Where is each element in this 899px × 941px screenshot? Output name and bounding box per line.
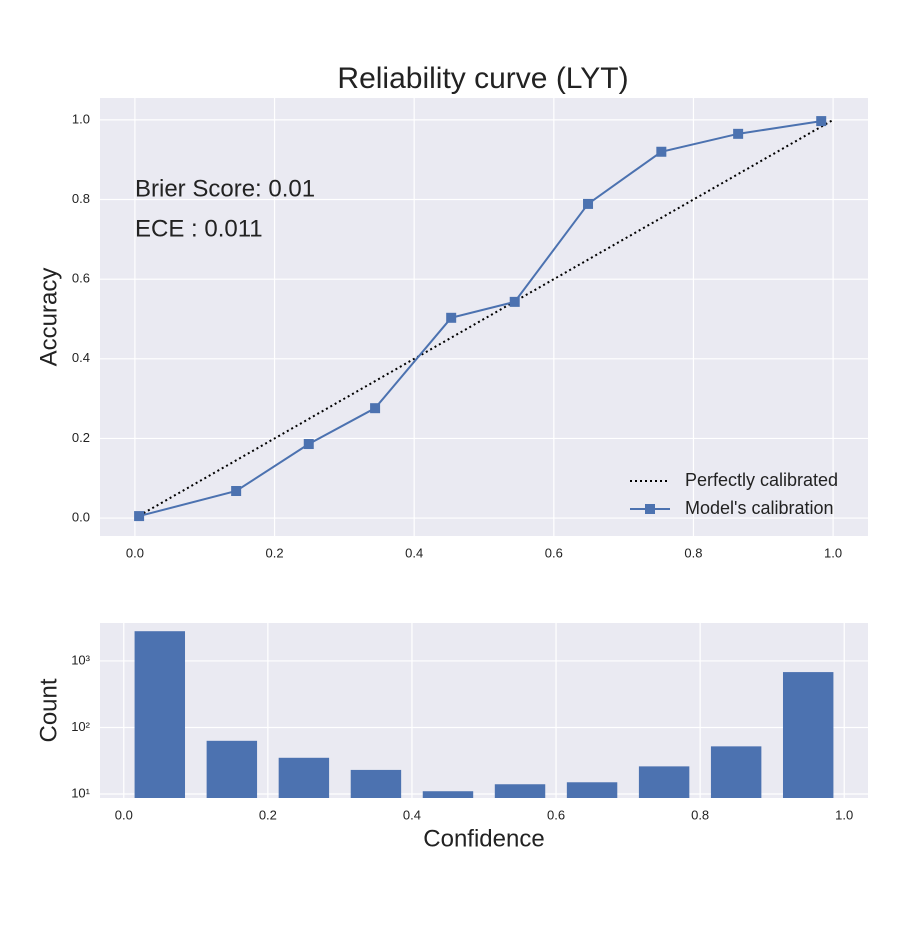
y-tick-label: 10¹ (71, 785, 90, 800)
y-tick-label: 0.4 (72, 350, 90, 365)
x-tick-label: 0.8 (684, 545, 702, 560)
marker (733, 128, 744, 139)
marker (509, 296, 520, 307)
x-axis-label: Confidence (423, 825, 544, 852)
marker (446, 312, 457, 323)
legend-label: Model's calibration (685, 498, 834, 518)
x-tick-label: 1.0 (824, 545, 842, 560)
y-tick-label: 1.0 (72, 111, 90, 126)
marker (303, 439, 314, 450)
y-axis-label: Count (35, 678, 62, 742)
bar (710, 746, 762, 798)
bar (134, 631, 186, 798)
y-tick-label: 10³ (71, 652, 90, 667)
legend-marker (645, 504, 655, 514)
bar (350, 769, 402, 798)
marker (370, 403, 381, 414)
x-tick-label: 1.0 (835, 807, 853, 822)
marker (231, 486, 242, 497)
y-tick-label: 0.6 (72, 271, 90, 286)
bar (494, 784, 546, 798)
plot-area (100, 98, 868, 536)
y-tick-label: 0.0 (72, 510, 90, 525)
marker (583, 198, 594, 209)
annotation: ECE : 0.011 (135, 215, 263, 242)
bar (206, 740, 258, 798)
marker (656, 146, 667, 157)
x-tick-label: 0.6 (545, 545, 563, 560)
x-tick-label: 0.2 (259, 807, 277, 822)
bar (638, 766, 690, 798)
bar (566, 782, 618, 798)
y-tick-label: 10² (71, 719, 90, 734)
x-tick-label: 0.6 (547, 807, 565, 822)
bar (782, 672, 834, 798)
series-line (138, 120, 822, 518)
x-tick-label: 0.0 (126, 545, 144, 560)
series-line (134, 119, 834, 519)
y-tick-label: 0.8 (72, 191, 90, 206)
x-tick-label: 0.0 (115, 807, 133, 822)
legend-label: Perfectly calibrated (685, 470, 838, 490)
x-tick-label: 0.4 (403, 807, 421, 822)
bar (422, 791, 474, 798)
chart-title: Reliability curve (LYT) (337, 62, 628, 95)
x-tick-label: 0.8 (691, 807, 709, 822)
x-tick-label: 0.2 (266, 545, 284, 560)
bar (278, 757, 330, 798)
x-tick-label: 0.4 (405, 545, 423, 560)
marker (134, 511, 145, 522)
y-tick-label: 0.2 (72, 430, 90, 445)
y-axis-label: Accuracy (35, 268, 62, 367)
annotation: Brier Score: 0.01 (135, 175, 315, 202)
marker (816, 116, 827, 127)
